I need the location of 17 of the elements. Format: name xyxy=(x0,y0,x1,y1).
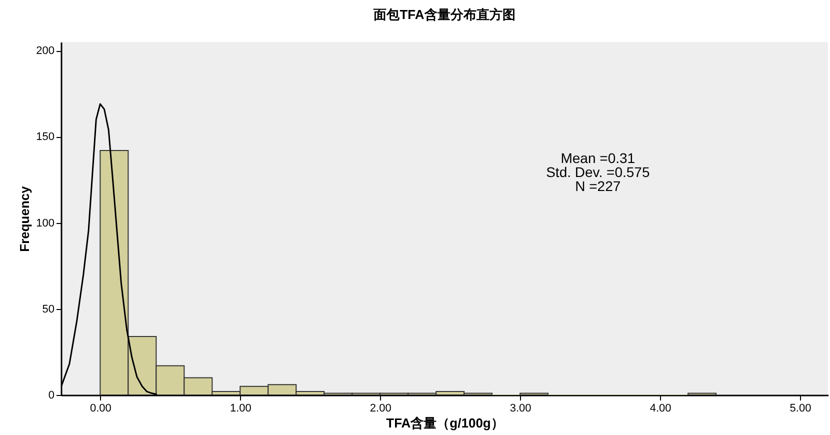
y-axis-title: Frequency xyxy=(17,185,32,252)
annotation: Std. Dev. =0.575 xyxy=(546,164,650,180)
y-tick-label: 200 xyxy=(36,45,54,58)
x-tick-label: 4.00 xyxy=(650,402,672,414)
y-tick-label: 0 xyxy=(48,390,54,402)
x-tick-label: 3.00 xyxy=(510,402,532,414)
x-tick-label: 2.00 xyxy=(370,402,392,414)
annotation: Mean =0.31 xyxy=(560,150,636,166)
x-tick-label: 1.00 xyxy=(230,402,252,414)
x-tick-label: 5.00 xyxy=(790,402,812,414)
y-tick-label: 150 xyxy=(36,131,54,144)
chart-title: 面包TFA含量分布直方图 xyxy=(372,7,516,22)
y-tick-label: 100 xyxy=(36,217,54,230)
y-tick-label: 50 xyxy=(42,303,54,316)
annotation: N =227 xyxy=(575,178,621,194)
x-tick-label: 0.00 xyxy=(90,402,112,414)
x-axis-title: TFA含量（g/100g） xyxy=(386,416,504,430)
